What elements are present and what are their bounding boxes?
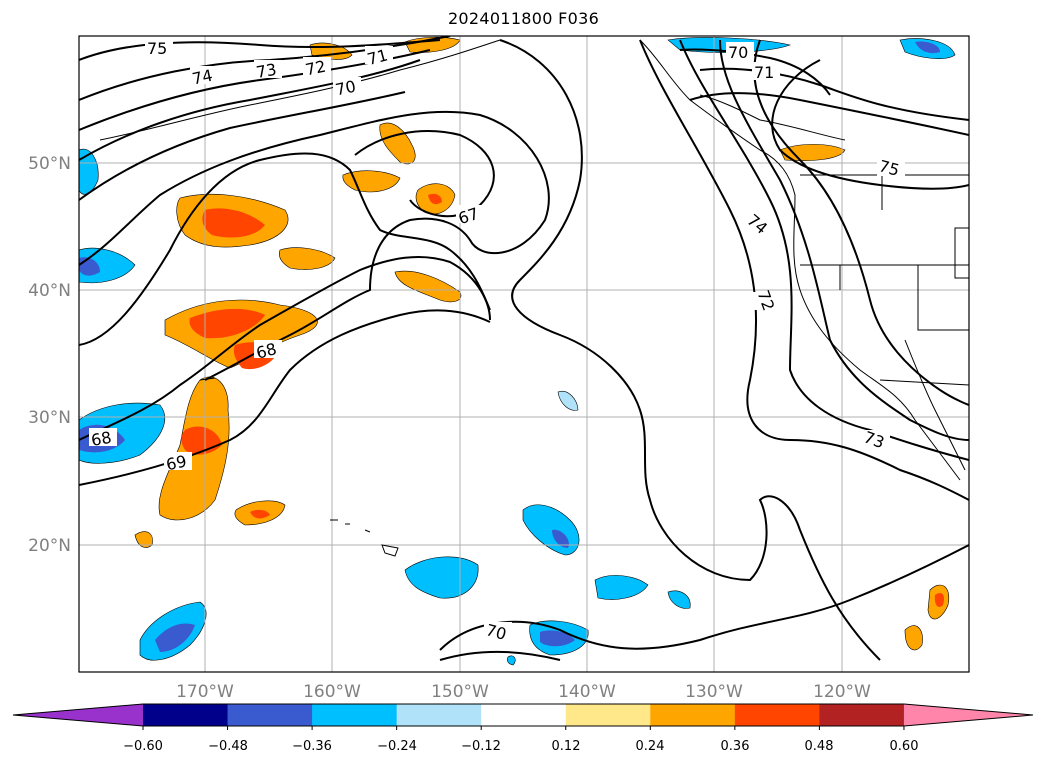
map-plot-area: 75 74 73 72 71 70 67 68 68 69 70 70 71 7… [79,36,969,672]
lon-label: 130°W [685,682,743,702]
contour-label: 70 [334,77,358,100]
lat-label: 30°N [28,408,71,428]
lon-label: 120°W [813,682,871,702]
colorbar-segment [227,704,313,726]
colorbar-extend-low [13,704,143,726]
longitude-labels: 170°W 160°W 150°W 140°W 130°W 120°W [176,682,871,702]
colorbar-ticks: −0.60 −0.48 −0.36 −0.24 −0.12 0.12 0.24 … [123,739,918,754]
contour-label: 73 [255,60,278,82]
contour-label: 72 [304,57,328,80]
lat-label: 40°N [28,281,71,301]
colorbar-tick-label: −0.12 [461,739,501,754]
contour-label: 69 [164,451,188,474]
latitude-labels: 50°N 40°N 30°N 20°N [28,154,71,556]
colorbar-segment [481,704,567,726]
colorbar-tick-label: 0.24 [636,739,665,754]
colorbar-segment [650,704,736,726]
contour-label: 75 [147,39,167,58]
colorbar-segment [143,704,229,726]
contour-label: 71 [754,63,774,82]
colorbar-tick-label: 0.12 [552,739,581,754]
colorbar-segment [396,704,482,726]
colorbar-extend-high [903,704,1033,726]
lat-label: 50°N [28,154,71,174]
lon-label: 150°W [431,682,489,702]
colorbar-tick-label: 0.48 [805,739,834,754]
lon-label: 140°W [558,682,616,702]
plot-frame [78,35,970,673]
lon-label: 170°W [176,682,234,702]
contour-label: 75 [877,156,902,180]
contour-labels: 75 74 73 72 71 70 67 68 68 69 70 70 71 7… [90,39,902,644]
colorbar-segment [312,704,398,726]
colorbar-tick-label: −0.48 [208,739,248,754]
colorbar-segment [565,704,651,726]
lon-label: 160°W [303,682,361,702]
colorbar [12,703,1034,730]
contour-label: 71 [365,45,390,69]
lat-label: 20°N [28,536,71,556]
colorbar-tick-label: −0.36 [292,739,332,754]
colorbar-tick-label: −0.24 [377,739,417,754]
colorbar-tick-label: 0.36 [721,739,750,754]
contour-label: 70 [728,43,748,62]
colorbar-tick-label: −0.60 [123,739,163,754]
colorbar-segment [734,704,820,726]
colorbar-segment [819,704,905,726]
contour-label: 68 [90,428,113,450]
contour-label-backing [89,38,905,640]
contour-label: 74 [190,66,214,89]
contour-label: 68 [254,339,279,363]
colorbar-tick-label: 0.60 [890,739,919,754]
contour-label: 70 [484,620,509,644]
map-title: 2024011800 F036 [447,9,600,28]
